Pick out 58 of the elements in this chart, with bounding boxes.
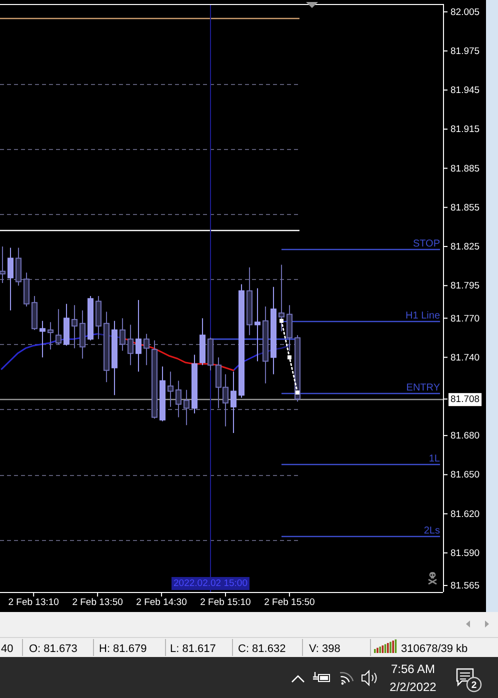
- ref-line-label: 2022.02.02 15:00: [174, 578, 248, 589]
- x-tick-label: 2 Feb 14:30: [136, 597, 187, 608]
- candlestick: [48, 322, 54, 350]
- ref-line-label: ENTRY: [406, 382, 440, 394]
- candlestick: [286, 304, 292, 352]
- candlestick: [40, 320, 46, 358]
- text: C: 81.632: [238, 643, 286, 655]
- candlestick: [184, 389, 190, 426]
- ref-line-label: STOP: [412, 238, 440, 250]
- x-tick-label: 2 Feb 15:10: [200, 597, 251, 608]
- y-tick-label: 81.590: [450, 548, 480, 559]
- point: [295, 390, 300, 395]
- point: [287, 355, 292, 360]
- x-tick-label: 2 Feb 13:50: [72, 597, 123, 608]
- y-tick-label: 81.770: [450, 313, 480, 324]
- candlestick: [72, 304, 78, 349]
- candlestick: [136, 299, 142, 372]
- y-tick-label: 81.708: [450, 394, 480, 406]
- y-tick-label: 81.650: [450, 470, 480, 481]
- y-tick-label: 81.975: [450, 46, 480, 57]
- candlestick: [176, 380, 182, 418]
- candlestick: [80, 310, 86, 360]
- text: 2/2/2022: [390, 680, 437, 694]
- candlestick: [56, 308, 62, 345]
- text: 7:56 AM: [390, 662, 436, 676]
- ref-line-label: H1 Line: [406, 310, 440, 322]
- y-tick-label: 81.855: [450, 202, 480, 214]
- x-tick-label: 2 Feb 15:50: [264, 597, 315, 608]
- candlestick: [128, 324, 134, 366]
- text: L: 81.617: [170, 643, 216, 655]
- y-tick-label: 81.825: [450, 242, 480, 253]
- candlestick: [230, 371, 236, 434]
- candlestick: [168, 371, 174, 408]
- y-tick-label: 81.915: [450, 124, 480, 136]
- point: [279, 318, 284, 323]
- text: 40: [1, 643, 14, 655]
- text: H: 81.679: [99, 643, 147, 655]
- text: 310678/39 kb: [401, 643, 468, 655]
- y-tick-label: 81.795: [450, 280, 480, 292]
- candlestick: [254, 288, 260, 362]
- text: O: 81.673: [29, 643, 78, 655]
- y-tick-label: 82.005: [450, 6, 480, 18]
- candlestick: [16, 247, 22, 286]
- y-tick-label: 81.885: [450, 163, 480, 174]
- y-tick-label: 81.945: [450, 85, 480, 96]
- candlestick: [144, 333, 150, 366]
- x-tick-label: 2 Feb 13:10: [8, 597, 59, 608]
- text: 2: [471, 680, 477, 691]
- y-tick-label: 81.680: [450, 430, 480, 442]
- candlestick: [8, 247, 14, 311]
- text: V: 398: [309, 643, 340, 655]
- y-tick-label: 81.620: [450, 508, 480, 520]
- y-tick-label: 81.565: [450, 580, 480, 592]
- ref-line-label: 2Ls: [424, 526, 440, 536]
- candlestick: [0, 246, 6, 284]
- candlestick: [120, 318, 126, 352]
- ref-line-label: 1L: [428, 454, 440, 464]
- y-tick-label: 81.740: [450, 352, 480, 364]
